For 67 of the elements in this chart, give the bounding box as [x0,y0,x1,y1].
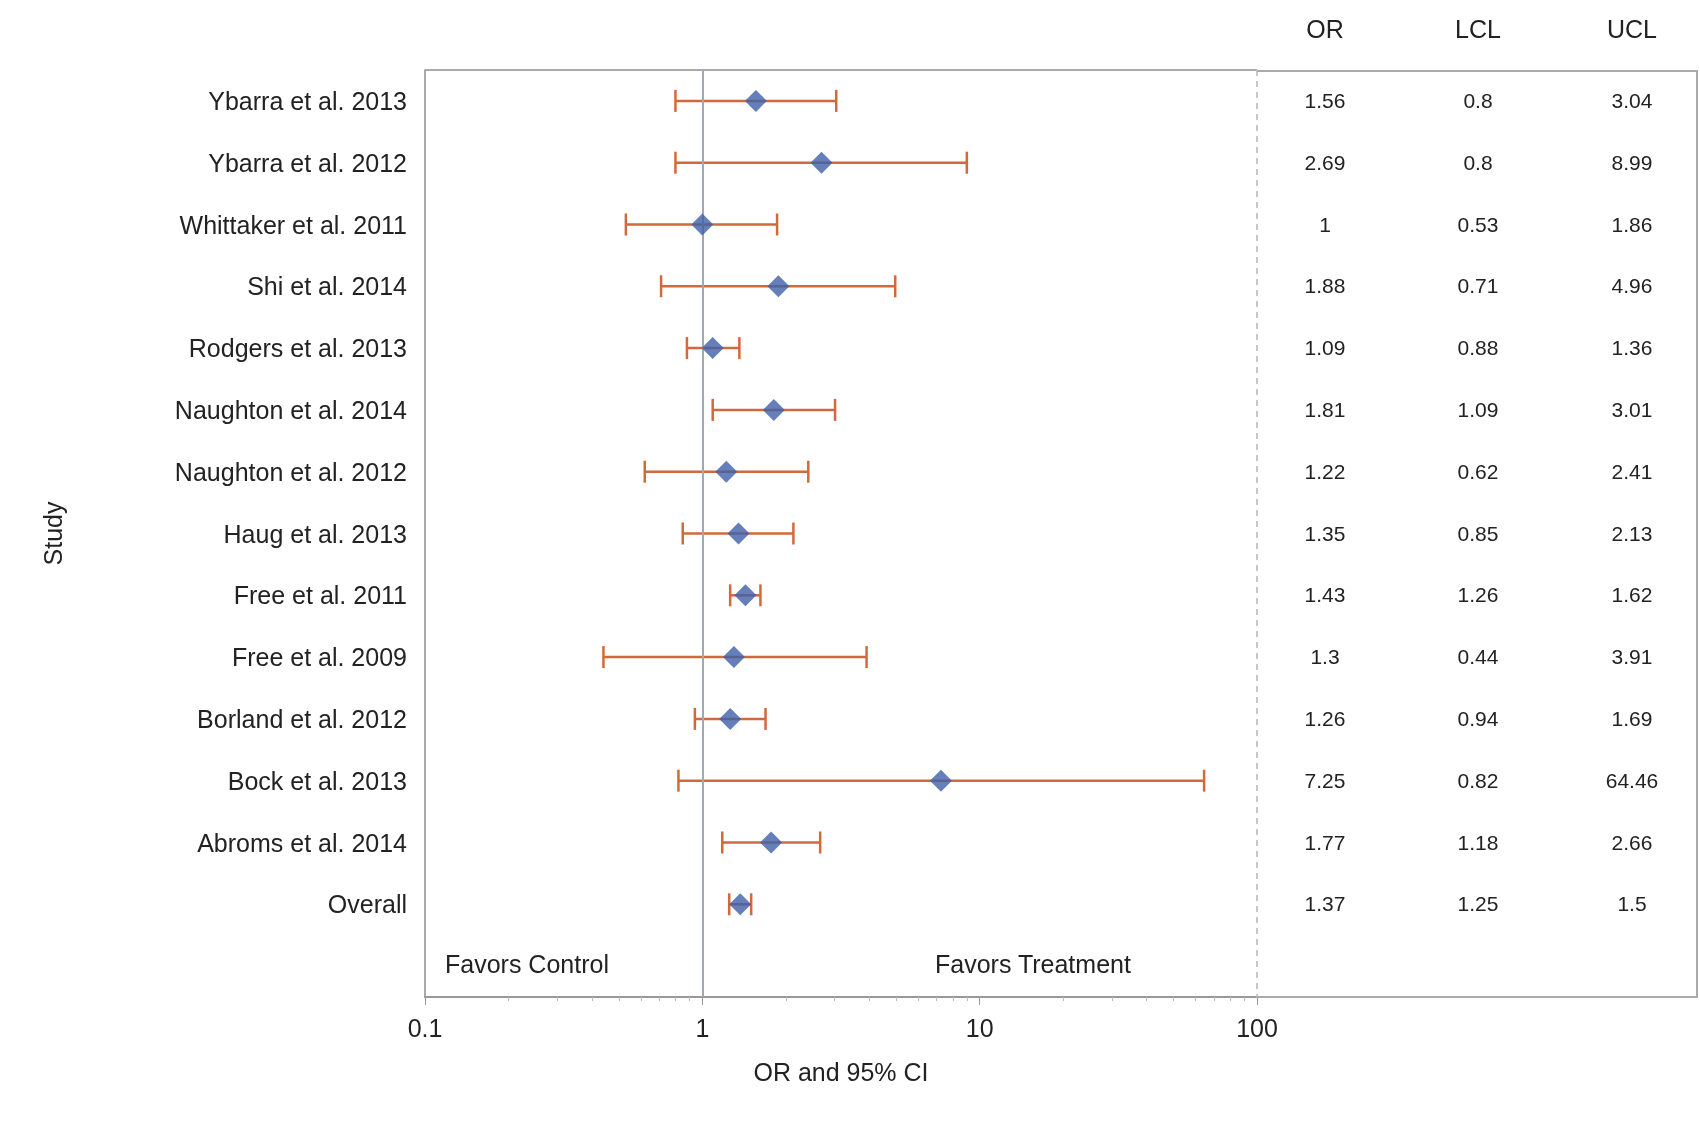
text: 1.35 [1304,521,1346,546]
text: 1.56 [1304,88,1346,113]
text: 0.8 [1463,150,1493,175]
text: 1.26 [1457,583,1499,608]
text: 0.94 [1457,706,1499,731]
text: OR [1306,14,1344,44]
text: 1.81 [1304,397,1346,422]
text: 2.69 [1304,150,1346,175]
y-tick-label: Naughton et al. 2014 [174,395,408,424]
text: 0.53 [1457,212,1499,237]
text: 3.04 [1611,88,1653,113]
text: 1.3 [1310,645,1340,670]
text: 2.13 [1611,521,1653,546]
text: 7.25 [1304,768,1346,793]
text: 1.22 [1304,459,1346,484]
text: 0.62 [1457,459,1499,484]
text: 1.69 [1611,706,1653,731]
text: 1.09 [1304,336,1346,361]
y-tick-label: Overall [327,890,407,919]
y-tick-label: Haug et al. 2013 [223,519,407,548]
text: 1.09 [1457,397,1499,422]
y-tick-label: Borland et al. 2012 [197,704,407,733]
y-tick-label: Bock et al. 2013 [227,766,407,795]
x-tick-label: 1 [695,1013,710,1042]
text: 1.88 [1304,274,1346,299]
y-tick-label: Ybarra et al. 2013 [208,86,407,115]
text: 3.01 [1611,397,1653,422]
text: UCL [1606,14,1658,44]
text: 1.43 [1304,583,1346,608]
text: 3.91 [1611,645,1653,670]
text: 2.66 [1611,830,1653,855]
text: 1.86 [1611,212,1653,237]
text: Favors Treatment [935,950,1131,978]
text: 1.25 [1457,892,1499,917]
text: 1.77 [1304,830,1346,855]
text: 0.71 [1457,274,1499,299]
text: 1.37 [1304,892,1346,917]
y-tick-label: Free et al. 2011 [233,581,407,610]
text: 0.85 [1457,521,1499,546]
y-axis-title: Study [38,501,67,566]
text: 1.36 [1611,336,1653,361]
y-tick-label: Free et al. 2009 [231,643,407,672]
text: 1.18 [1457,830,1499,855]
text: 0.44 [1457,645,1499,670]
y-tick-label: Ybarra et al. 2012 [208,148,407,177]
text: 2.41 [1611,459,1653,484]
x-axis-title: OR and 95% CI [753,1057,929,1086]
text: Favors Control [445,950,609,978]
text: 1.26 [1304,706,1346,731]
text: 1.5 [1617,892,1647,917]
y-tick-label: Abroms et al. 2014 [197,828,408,857]
text: 1 [1319,212,1331,237]
y-tick-label: Whittaker et al. 2011 [179,210,407,239]
x-tick-label: 10 [965,1013,994,1042]
text: 0.8 [1463,88,1493,113]
text: 64.46 [1605,768,1659,793]
text: 4.96 [1611,274,1653,299]
text: 1.62 [1611,583,1653,608]
x-tick-label: 0.1 [407,1013,443,1042]
y-tick-label: Rodgers et al. 2013 [188,334,407,363]
y-tick-label: Naughton et al. 2012 [174,457,407,486]
text: 0.82 [1457,768,1499,793]
y-tick-label: Shi et al. 2014 [247,272,408,301]
text: LCL [1455,14,1501,44]
text: 0.88 [1457,336,1499,361]
text: 8.99 [1611,150,1653,175]
x-tick-label: 100 [1236,1013,1278,1042]
